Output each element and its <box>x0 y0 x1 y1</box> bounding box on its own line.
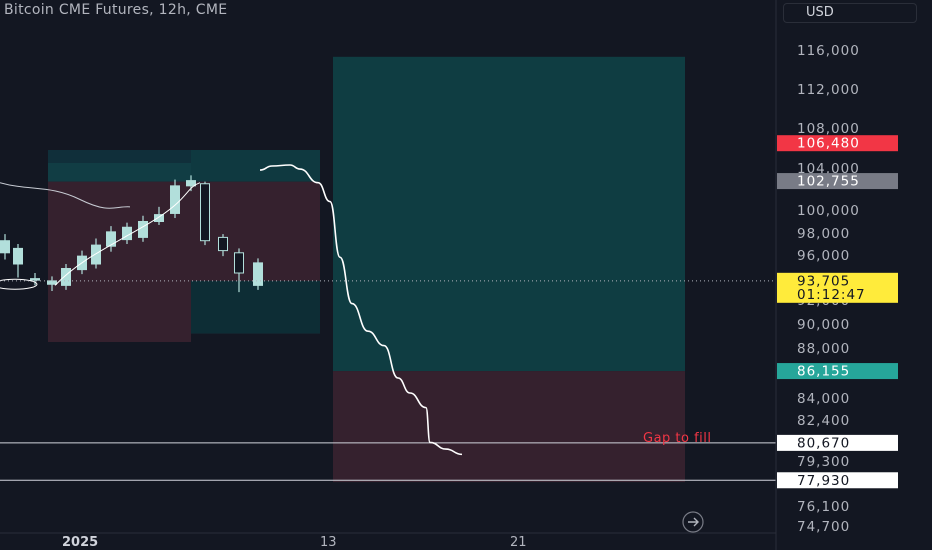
arrow-right-icon <box>688 517 699 527</box>
candle-body <box>47 280 57 285</box>
price-tag-label: 106,480 <box>797 136 860 152</box>
loss-zone-3 <box>333 371 685 483</box>
x-tick-label: 13 <box>320 535 337 550</box>
y-axis: 116,000 112,000 108,000 104,000 100,000 98,00… <box>797 43 860 535</box>
price-tag: 80,670 <box>777 434 898 451</box>
price-tag-label: 86,155 <box>797 364 850 380</box>
price-tag: 77,930 <box>777 472 898 489</box>
y-tick-label: 100,000 <box>797 203 860 219</box>
price-tag-bg <box>777 173 898 190</box>
price-tag: 102,755 <box>777 173 898 190</box>
y-tick-label: 108,000 <box>797 121 860 137</box>
y-tick-label: 84,000 <box>797 391 850 407</box>
gap-annotation: Gap to fill <box>643 431 712 446</box>
candle <box>200 181 210 246</box>
y-tick-label: 112,000 <box>797 82 860 98</box>
y-tick-label: 88,000 <box>797 341 850 357</box>
candle <box>106 226 116 252</box>
y-tick-label: 96,000 <box>797 248 850 264</box>
y-tick-label: 76,100 <box>797 499 850 515</box>
candle <box>13 244 23 278</box>
y-tick-label: 104,000 <box>797 161 860 177</box>
y-tick-label: 116,000 <box>797 43 860 59</box>
price-tag-label: 80,670 <box>797 435 850 451</box>
candle-body <box>234 252 244 274</box>
moving-average-line-short <box>54 182 201 286</box>
candle <box>154 206 164 225</box>
candle-body <box>0 240 10 254</box>
y-tick-label: 98,000 <box>797 226 850 242</box>
candle <box>218 234 228 257</box>
price-tag-label: 93,705 <box>797 273 850 289</box>
candle <box>253 258 263 290</box>
position-tool-zones <box>48 56 685 483</box>
profit-zone-2-lower <box>191 280 320 334</box>
currency-selector[interactable]: USD <box>783 3 917 23</box>
price-tag-countdown: 01:12:47 <box>797 287 866 303</box>
candle-body <box>186 180 196 187</box>
candle <box>30 273 40 286</box>
projection-line <box>259 164 463 456</box>
profit-zone-3 <box>333 56 685 372</box>
x-axis: 2025 13 21 <box>62 535 527 550</box>
candle-body <box>61 268 71 286</box>
chart-title: Bitcoin CME Futures, 12h, CME <box>4 2 228 18</box>
candle-body <box>13 247 23 265</box>
loss-zone-1 <box>48 181 191 342</box>
price-tag-bg <box>777 434 898 451</box>
candle <box>170 179 180 219</box>
candle-body <box>91 244 101 265</box>
price-tag-label: 102,755 <box>797 174 860 190</box>
price-tag-bg <box>777 272 898 303</box>
y-tick-label: 74,700 <box>797 519 850 535</box>
x-tick-label: 21 <box>510 535 527 550</box>
candle-body <box>30 278 40 281</box>
y-tick-label: 79,300 <box>797 454 850 470</box>
profit-zone-1 <box>48 163 191 182</box>
price-tag-bg <box>777 135 898 152</box>
price-tag-label: 77,930 <box>797 473 850 489</box>
moving-average-line <box>0 182 131 209</box>
candle-body <box>138 221 148 238</box>
overlay-zone <box>48 150 191 163</box>
candle-body <box>154 214 164 223</box>
candle-body <box>170 185 180 214</box>
horizontal-lines <box>0 442 776 481</box>
candle <box>61 264 71 290</box>
ellipse-marker <box>0 278 38 290</box>
y-tick-label: 82,400 <box>797 413 850 429</box>
price-tag-bg <box>777 363 898 380</box>
candle <box>0 234 10 260</box>
price-tag: 86,155 <box>777 363 898 380</box>
profit-zone-2 <box>191 150 320 182</box>
candle-body <box>106 231 116 247</box>
y-tick-label: 90,000 <box>797 317 850 333</box>
price-tag-bg <box>777 472 898 489</box>
candle <box>234 248 244 293</box>
price-tag: 106,480 <box>777 135 898 152</box>
x-tick-label: 2025 <box>62 535 98 550</box>
candle-body <box>253 262 263 286</box>
candle-body <box>200 183 210 242</box>
candle-body <box>218 236 228 252</box>
scroll-to-realtime-button[interactable] <box>682 511 704 533</box>
